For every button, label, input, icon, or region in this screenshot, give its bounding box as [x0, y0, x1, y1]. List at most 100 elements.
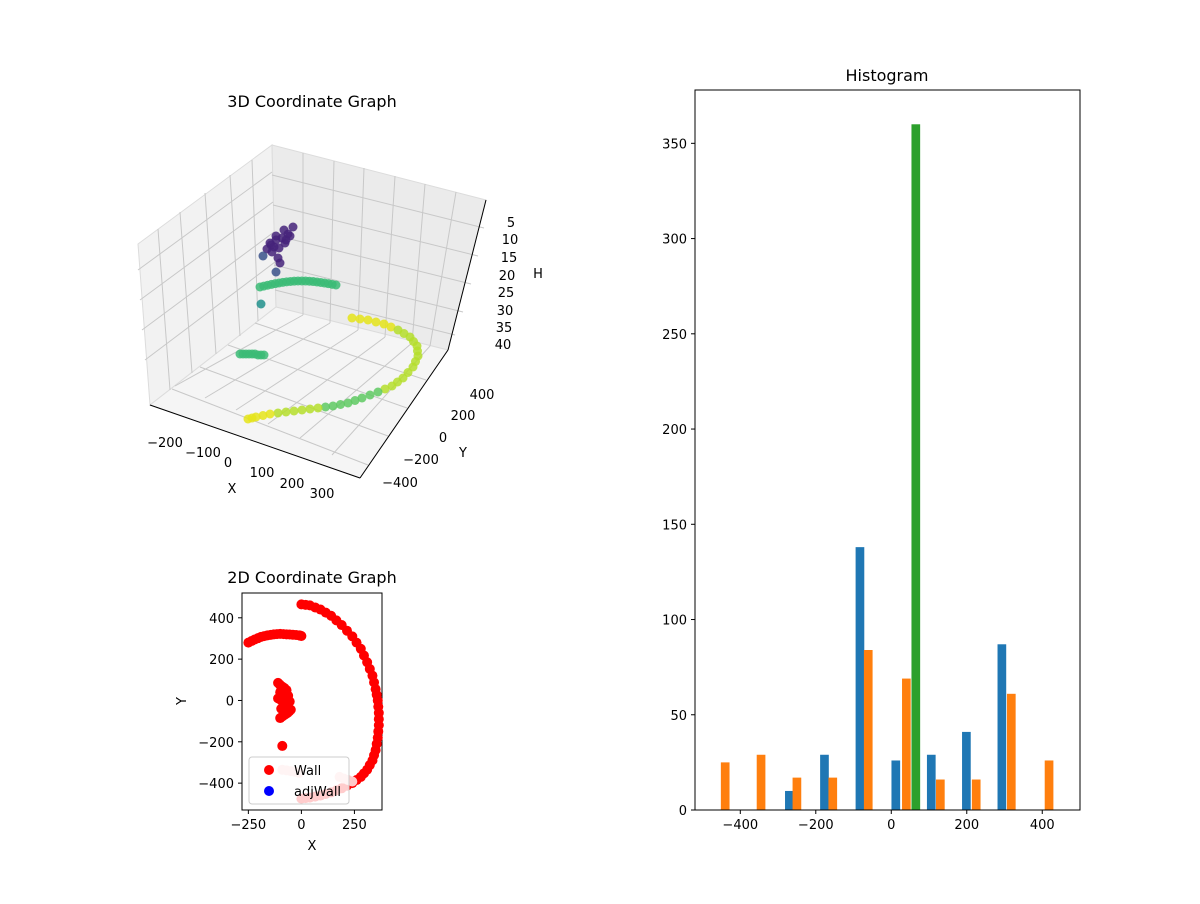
histogram-bar [911, 124, 921, 811]
y-tick-label: 400 [470, 388, 495, 403]
3d-points [235, 222, 423, 424]
3d-point [380, 384, 390, 394]
y-tick-label: 250 [662, 328, 687, 343]
3d-point [347, 313, 357, 323]
z-tick-label: 15 [501, 251, 518, 266]
scatter2d-title: 2D Coordinate Graph [227, 568, 396, 587]
x-tick-label: 200 [954, 818, 979, 833]
y-tick-label: 0 [226, 694, 234, 709]
x-tick-label: 400 [1030, 818, 1055, 833]
scatter2d-point [347, 776, 358, 787]
scatter2d-point [275, 713, 286, 724]
3d-point [289, 406, 299, 416]
scatter2d-point [278, 699, 289, 710]
3d-point [321, 402, 330, 412]
3d-point [279, 225, 289, 235]
x-tick-label: 100 [250, 466, 275, 481]
y-tick-label: 200 [662, 423, 687, 438]
x-tick-label: 250 [342, 818, 367, 833]
3d-point [371, 317, 381, 327]
z-tick-label: 30 [497, 304, 514, 319]
x-tick-label: 0 [224, 456, 232, 471]
3d-point [258, 411, 268, 420]
scatter3d-title: 3D Coordinate Graph [227, 92, 396, 111]
histogram-bar [1044, 760, 1054, 810]
3d-point [357, 393, 367, 403]
histogram-bar [820, 754, 829, 810]
3d-point [288, 222, 298, 232]
3d-point [365, 390, 375, 400]
z-tick-label: 10 [502, 233, 519, 248]
z-tick-label: 25 [498, 286, 515, 301]
3d-point [373, 387, 383, 397]
y-tick-label: −400 [198, 777, 234, 792]
z-tick-label: 20 [499, 269, 516, 284]
y-tick-label: 100 [662, 614, 687, 629]
z-tick-label: 35 [496, 321, 513, 336]
3d-point [328, 401, 338, 411]
y-tick-label: −200 [403, 453, 439, 468]
scatter2d-point [296, 630, 307, 641]
3d-tick-labels: −200−1000100200300−400−20002004005101520… [147, 216, 518, 502]
3d-point [313, 403, 323, 413]
3d-point [265, 409, 275, 419]
3d-ylabel: Y [458, 446, 467, 461]
x-tick-label: −200 [798, 818, 834, 833]
x-tick-label: 0 [887, 818, 895, 833]
histogram-bar [792, 777, 802, 810]
y-tick-label: 150 [662, 518, 687, 533]
histogram-frame [694, 89, 1081, 811]
3d-axis-edges [149, 199, 487, 479]
histogram-bar [855, 547, 865, 810]
x-tick-label: 200 [280, 477, 305, 492]
histogram-bar [756, 754, 766, 810]
3d-point [305, 404, 315, 414]
3d-point [243, 414, 253, 424]
y-tick-label: 350 [662, 137, 687, 152]
x-tick-label: −250 [231, 818, 267, 833]
z-tick-label: 5 [507, 216, 515, 231]
x-tick-label: −400 [722, 818, 758, 833]
3d-point [271, 231, 281, 241]
legend-marker-wall [264, 765, 274, 775]
y-tick-label: 0 [439, 431, 447, 446]
y-tick-label: 200 [451, 409, 476, 424]
3d-point [281, 407, 291, 417]
3d-point [258, 251, 268, 261]
3d-point [259, 350, 269, 360]
3d-point [256, 299, 266, 309]
histogram-bar [785, 790, 794, 810]
legend-label-adjwall: adjWall [294, 785, 341, 800]
scatter2d-xlabel: X [308, 839, 317, 854]
3d-point [379, 319, 389, 329]
scatter2d-legend: Wall adjWall [248, 756, 350, 805]
scatter2d-plot: 2D Coordinate Graph −250 0 250 −400 −200 0 200… [175, 568, 397, 854]
histogram-bar [720, 762, 730, 810]
histogram-ticks: −400 −200 0 200 400 0 50 100 150 200 250 300 350 [662, 137, 1054, 833]
3d-point [269, 242, 279, 252]
y-tick-label: −200 [198, 736, 234, 751]
histogram-plot: Histogram −400 −200 0 200 400 0 50 100 150 200 250… [662, 66, 1081, 833]
histogram-title: Histogram [846, 66, 929, 85]
3d-point [387, 381, 397, 391]
x-tick-label: 0 [297, 818, 305, 833]
3d-point [281, 235, 291, 245]
x-tick-label: 300 [310, 487, 335, 502]
scatter3d-plot: 3D Coordinate Graph [137, 92, 543, 502]
histogram-bar [828, 777, 838, 810]
y-tick-label: 400 [209, 612, 234, 627]
scatter2d-point [277, 740, 288, 751]
histogram-bar [1006, 693, 1016, 810]
y-tick-label: 200 [209, 653, 234, 668]
histogram-bar [971, 779, 981, 810]
3d-point [355, 314, 365, 324]
3d-point [386, 322, 396, 332]
3d-point [297, 405, 307, 415]
3d-xlabel: X [228, 482, 237, 497]
y-tick-label: 300 [662, 233, 687, 248]
y-tick-label: −400 [382, 476, 418, 491]
scatter2d-points [243, 599, 384, 804]
3d-point [336, 400, 345, 409]
histogram-bar [926, 754, 936, 810]
